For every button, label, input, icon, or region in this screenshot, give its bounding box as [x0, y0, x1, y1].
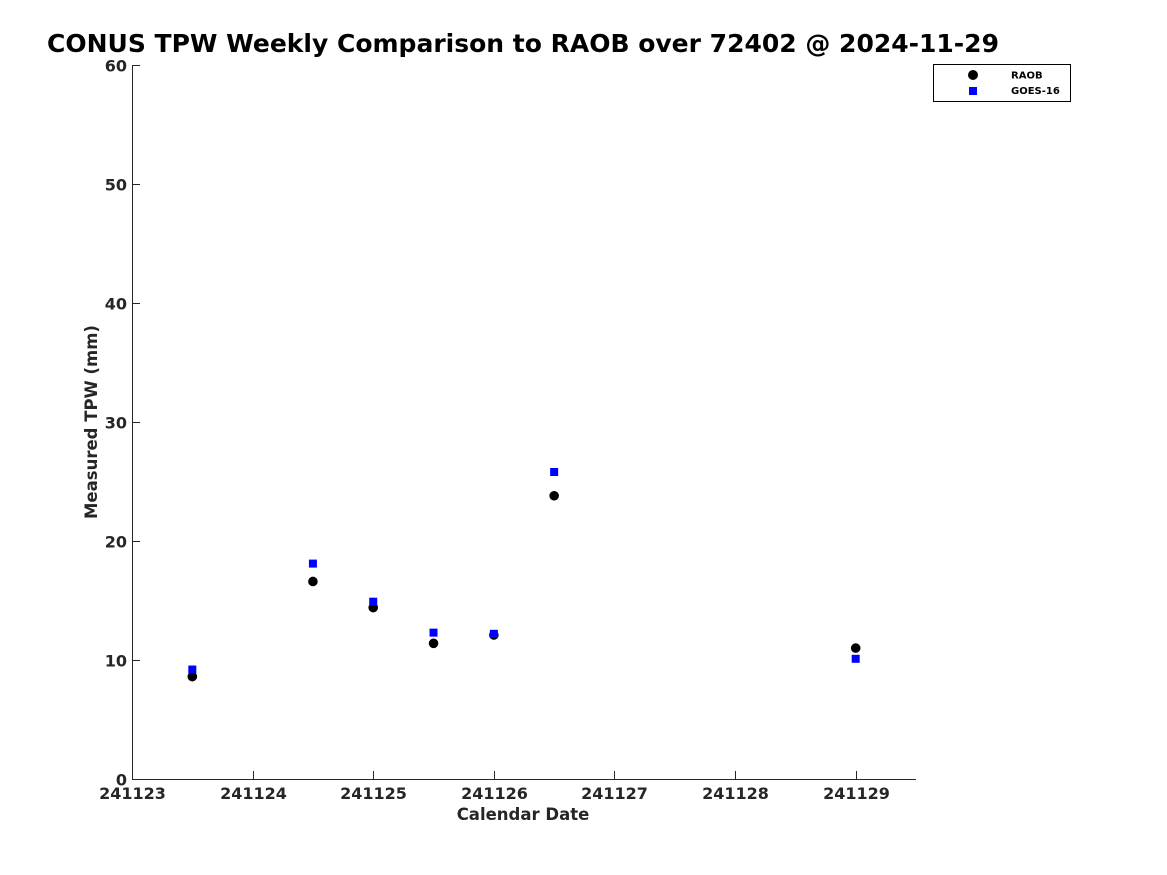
x-tick-label: 241123: [99, 784, 166, 803]
point-goes16: [489, 629, 498, 638]
point-raob: [308, 576, 318, 587]
point-raob: [428, 638, 439, 649]
legend-label-goes16: GOES-16: [1011, 86, 1060, 97]
x-axis-label: Calendar Date: [457, 805, 590, 824]
point-goes16: [188, 665, 197, 674]
legend: RAOB GOES-16: [933, 64, 1071, 102]
legend-marker-raob: [968, 70, 978, 80]
point-goes16: [308, 559, 317, 568]
y-tick-label: 30: [105, 414, 127, 433]
x-tick-label: 241127: [581, 784, 648, 803]
y-tick-label: 60: [105, 57, 127, 76]
legend-label-raob: RAOB: [1011, 71, 1043, 82]
x-tick-label: 241129: [823, 784, 890, 803]
x-tick-label: 241125: [340, 784, 407, 803]
point-raob: [187, 671, 198, 682]
legend-box: [933, 64, 1071, 102]
y-tick-label: 40: [105, 295, 127, 314]
y-axis: 0 10 20 30 40 50 60: [105, 57, 140, 790]
y-tick-label: 10: [105, 652, 127, 671]
legend-marker-goes16: [969, 87, 977, 95]
point-raob: [850, 643, 861, 653]
x-tick-label: 241124: [220, 784, 287, 803]
y-tick-label: 20: [105, 533, 127, 552]
chart-title: CONUS TPW Weekly Comparison to RAOB over…: [47, 29, 999, 58]
data-points: [187, 467, 861, 682]
y-tick-label: 0: [116, 771, 127, 790]
x-tick-label: 241128: [702, 784, 769, 803]
point-raob: [549, 490, 559, 501]
y-tick-label: 50: [105, 176, 127, 195]
y-axis-label: Measured TPW (mm): [82, 325, 101, 519]
x-axis: 241123 241124 241125 241126 241127 241128 2411…: [99, 771, 890, 803]
point-goes16: [550, 467, 559, 476]
x-tick-label: 241126: [461, 784, 528, 803]
point-goes16: [429, 628, 438, 637]
point-goes16: [369, 597, 378, 606]
point-goes16: [851, 654, 860, 663]
